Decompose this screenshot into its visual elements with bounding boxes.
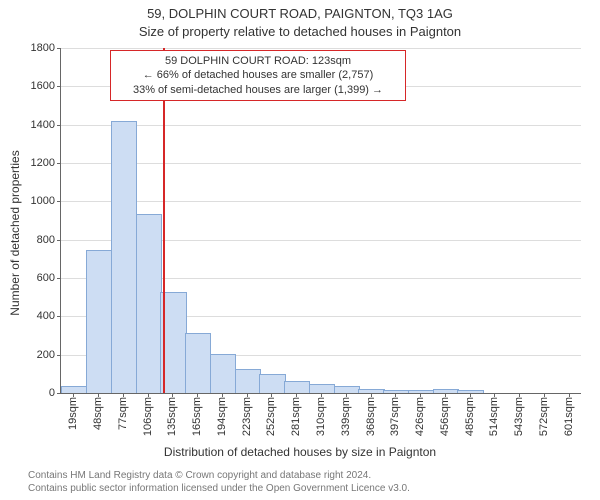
y-tick-label: 0 <box>49 387 61 399</box>
histogram-bar <box>136 214 162 393</box>
x-tick-label: 456sqm <box>439 393 451 436</box>
x-tick-label: 194sqm <box>216 393 228 436</box>
histogram-bar <box>334 386 360 393</box>
x-tick-label: 48sqm <box>92 393 104 430</box>
x-axis-label: Distribution of detached houses by size … <box>0 445 600 459</box>
address-title: 59, DOLPHIN COURT ROAD, PAIGNTON, TQ3 1A… <box>0 6 600 21</box>
annotation-line: 59 DOLPHIN COURT ROAD: 123sqm <box>117 54 399 68</box>
x-tick-label: 339sqm <box>340 393 352 436</box>
footer-line-2: Contains public sector information licen… <box>28 482 600 495</box>
gridline <box>61 163 581 164</box>
annotation-line: 33% of semi-detached houses are larger (… <box>117 83 399 97</box>
x-tick-label: 368sqm <box>365 393 377 436</box>
histogram-bar <box>235 369 261 393</box>
y-axis-label: Number of detached properties <box>8 68 22 233</box>
histogram-bar <box>210 354 236 393</box>
x-tick-label: 310sqm <box>315 393 327 436</box>
x-tick-label: 485sqm <box>464 393 476 436</box>
gridline <box>61 48 581 49</box>
histogram-bar <box>309 384 335 393</box>
histogram-bar <box>111 121 137 393</box>
gridline <box>61 201 581 202</box>
x-tick-label: 19sqm <box>67 393 79 430</box>
x-tick-label: 543sqm <box>513 393 525 436</box>
histogram-bar <box>284 381 310 394</box>
annotation-line: ← 66% of detached houses are smaller (2,… <box>117 68 399 82</box>
footer-line-1: Contains HM Land Registry data © Crown c… <box>28 469 600 482</box>
x-tick-label: 106sqm <box>142 393 154 436</box>
histogram-bar <box>61 386 87 393</box>
y-tick-label: 200 <box>37 349 61 361</box>
x-tick-label: 281sqm <box>290 393 302 436</box>
y-tick-label: 800 <box>37 234 61 246</box>
y-tick-label: 400 <box>37 310 61 322</box>
gridline <box>61 125 581 126</box>
x-tick-label: 514sqm <box>488 393 500 436</box>
x-tick-label: 397sqm <box>389 393 401 436</box>
y-tick-label: 1000 <box>31 195 61 207</box>
x-tick-label: 77sqm <box>117 393 129 430</box>
histogram-bar <box>86 250 112 393</box>
y-tick-label: 1800 <box>31 42 61 54</box>
y-tick-label: 1400 <box>31 119 61 131</box>
x-tick-label: 135sqm <box>166 393 178 436</box>
x-tick-label: 572sqm <box>538 393 550 436</box>
y-tick-label: 1200 <box>31 157 61 169</box>
y-tick-label: 600 <box>37 272 61 284</box>
y-tick-label: 1600 <box>31 80 61 92</box>
x-tick-label: 165sqm <box>191 393 203 436</box>
histogram-bar <box>259 374 285 393</box>
x-tick-label: 601sqm <box>563 393 575 436</box>
x-tick-label: 223sqm <box>241 393 253 436</box>
x-tick-label: 426sqm <box>414 393 426 436</box>
x-tick-label: 252sqm <box>265 393 277 436</box>
annotation-box: 59 DOLPHIN COURT ROAD: 123sqm← 66% of de… <box>110 50 406 101</box>
histogram-bar <box>185 333 211 393</box>
chart-subtitle: Size of property relative to detached ho… <box>0 24 600 39</box>
footer-attribution: Contains HM Land Registry data © Crown c… <box>0 469 600 495</box>
